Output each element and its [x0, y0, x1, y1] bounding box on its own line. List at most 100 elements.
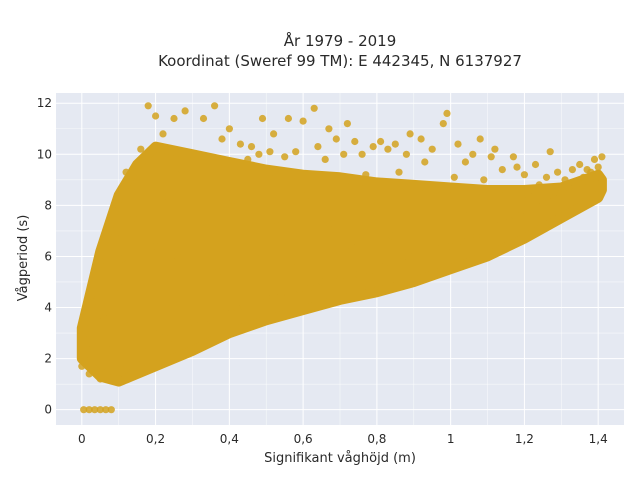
data-point [450, 173, 458, 181]
data-point [528, 204, 536, 212]
data-point [166, 334, 174, 342]
data-point [325, 125, 333, 133]
data-point [225, 125, 233, 133]
data-point [365, 268, 374, 276]
tick-layer: 0 0,2 0,4 0,6 0,8 1 1,2 1,4 0 2 4 6 8 10 12 [37, 96, 608, 446]
data-point [85, 370, 93, 378]
x-tick-label: 1,2 [515, 432, 534, 446]
data-point [107, 406, 115, 414]
data-point [277, 291, 285, 299]
data-point [406, 130, 414, 138]
data-point [539, 199, 547, 207]
data-point [491, 145, 499, 153]
data-point [565, 183, 573, 192]
data-point [244, 155, 252, 163]
data-point [439, 120, 447, 128]
data-point [347, 242, 355, 250]
data-point [469, 150, 477, 158]
data-point [572, 178, 580, 186]
data-point [502, 189, 510, 197]
data-point [303, 191, 311, 199]
data-point [524, 191, 532, 199]
data-point [185, 319, 193, 327]
data-point [513, 163, 521, 171]
data-point [380, 263, 388, 271]
data-point [377, 137, 385, 146]
y-tick-label: 6 [44, 249, 52, 263]
data-point [236, 140, 244, 148]
chart-title-line-2: Koordinat (Sweref 99 TM): E 442345, N 61… [158, 52, 522, 70]
data-point [222, 309, 230, 317]
x-tick-label: 1 [447, 432, 455, 446]
data-point [140, 273, 149, 281]
data-point [262, 293, 270, 301]
data-point [340, 150, 348, 158]
y-axis-title: Vågperiod (s) [16, 215, 31, 302]
data-point [111, 232, 119, 240]
data-point [299, 117, 307, 125]
data-point [104, 367, 112, 375]
x-tick-label: 0,4 [220, 432, 239, 446]
x-tick-label: 0,8 [367, 432, 386, 446]
data-point [458, 237, 466, 245]
data-point [579, 173, 588, 181]
y-tick-label: 4 [44, 301, 52, 315]
data-point [399, 258, 407, 266]
data-point [410, 252, 418, 260]
data-point [107, 227, 115, 235]
data-point [148, 160, 156, 169]
data-point [369, 143, 377, 151]
data-point [421, 158, 429, 166]
point-layer [76, 102, 607, 414]
data-point [318, 278, 326, 286]
data-point [432, 186, 440, 194]
data-point [487, 153, 495, 161]
data-point [520, 171, 529, 179]
data-point [443, 109, 451, 117]
data-point [557, 189, 565, 197]
data-point [247, 143, 256, 151]
x-tick-label: 0,6 [294, 432, 313, 446]
data-point [295, 286, 303, 294]
data-point [480, 176, 488, 184]
data-point [292, 148, 300, 156]
data-point [598, 176, 606, 184]
data-point [472, 232, 481, 240]
data-point [506, 217, 514, 225]
y-tick-label: 10 [37, 147, 52, 161]
data-point [436, 245, 444, 253]
data-point [598, 153, 606, 161]
data-point [229, 196, 237, 204]
data-point [133, 183, 141, 192]
data-point [115, 283, 123, 291]
data-point [181, 107, 189, 115]
data-point [126, 321, 134, 329]
data-point [144, 102, 152, 110]
data-point [354, 270, 362, 278]
data-point [554, 168, 562, 176]
data-point [122, 168, 130, 176]
data-point [517, 212, 525, 220]
data-point [199, 114, 208, 123]
data-point [362, 171, 370, 179]
data-point [531, 160, 540, 169]
data-point [336, 275, 344, 283]
data-point [509, 153, 517, 161]
data-point [137, 145, 145, 153]
data-point [343, 120, 351, 128]
data-point [465, 206, 473, 215]
y-tick-label: 0 [44, 403, 52, 417]
data-point [107, 339, 115, 347]
data-point [424, 250, 433, 258]
data-point [546, 148, 554, 156]
data-point [288, 258, 296, 266]
data-point [391, 140, 399, 148]
data-point [402, 150, 410, 158]
x-tick-label: 1,4 [589, 432, 608, 446]
data-point [413, 204, 422, 212]
data-point [358, 150, 366, 158]
data-point [152, 112, 160, 120]
data-point [447, 242, 455, 250]
data-point [96, 258, 104, 266]
